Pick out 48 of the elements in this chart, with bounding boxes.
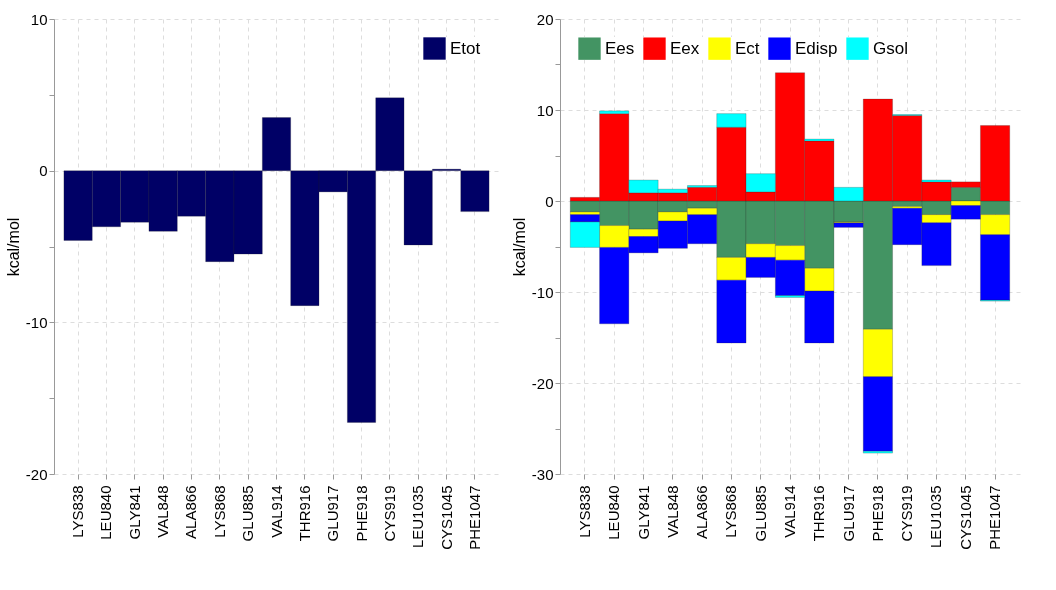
legend-label: Eex [670, 38, 700, 58]
y-tick-label: 10 [30, 10, 48, 28]
x-tick-label: GLU917 [839, 485, 857, 542]
x-tick-label: VAL914 [267, 485, 285, 538]
legend-label: Ees [605, 38, 635, 58]
x-tick-label: VAL914 [781, 485, 798, 538]
x-tick-label: PHE1047 [465, 485, 483, 550]
y-tick-label: 20 [536, 10, 554, 28]
x-tick-label: PHE918 [352, 485, 370, 542]
x-tick-label: GLY841 [634, 485, 652, 540]
x-tick-label: PHE1047 [986, 485, 1004, 550]
y-tick-label: 10 [536, 101, 554, 119]
x-tick-label: VAL848 [154, 485, 172, 538]
x-tick-label: THR916 [295, 485, 313, 542]
x-tick-label: PHE918 [868, 485, 886, 542]
legend-label: Edisp [795, 38, 838, 58]
x-tick-label: GLU885 [751, 485, 769, 542]
x-tick-label: CYS919 [898, 485, 916, 542]
y-tick-label: -20 [25, 465, 48, 483]
x-tick-label: LYS868 [722, 485, 740, 538]
y-axis-title: kcal/mol [4, 217, 22, 277]
x-tick-label: LEU840 [605, 485, 623, 540]
x-tick-label: LEU1035 [409, 485, 427, 549]
x-tick-label: GLY841 [125, 485, 143, 540]
y-tick-label: -10 [25, 313, 48, 331]
x-tick-label: LEU1035 [927, 485, 945, 549]
y-axis-title: kcal/mol [510, 217, 528, 277]
x-tick-label: THR916 [810, 485, 828, 542]
x-tick-label: LYS868 [210, 485, 228, 538]
x-tick-label: GLU917 [324, 485, 342, 542]
x-tick-label: CYS1045 [956, 485, 974, 550]
x-tick-label: LYS838 [69, 485, 87, 538]
x-tick-label: ALA866 [182, 485, 200, 539]
x-tick-label: LEU840 [97, 485, 115, 540]
y-tick-label: 0 [39, 162, 48, 180]
legend-label: Gsol [873, 38, 908, 58]
x-tick-label: LYS838 [575, 485, 593, 538]
y-tick-label: -30 [531, 465, 554, 483]
legend-label: Ect [735, 38, 760, 58]
legend-label: Etot [450, 38, 481, 58]
y-tick-label: -10 [531, 283, 554, 301]
x-tick-label: ALA866 [693, 485, 711, 539]
x-tick-label: CYS919 [380, 485, 398, 542]
x-tick-label: CYS1045 [437, 485, 455, 550]
x-tick-label: GLU885 [239, 485, 257, 542]
x-tick-label: VAL848 [663, 485, 681, 538]
y-tick-label: 0 [545, 192, 554, 210]
y-tick-label: -20 [531, 374, 554, 392]
